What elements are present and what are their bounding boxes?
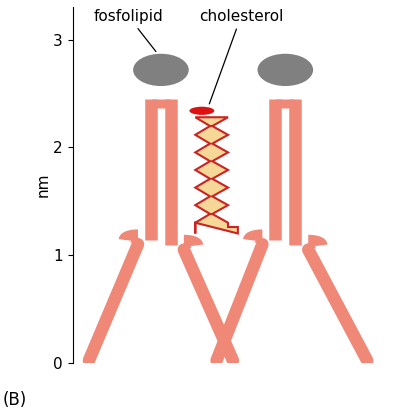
Text: cholesterol: cholesterol <box>199 9 283 104</box>
Text: (B): (B) <box>3 391 27 409</box>
Ellipse shape <box>133 54 189 86</box>
Circle shape <box>189 107 214 115</box>
Polygon shape <box>195 117 238 233</box>
Y-axis label: nm: nm <box>35 173 50 197</box>
Text: fosfolipid: fosfolipid <box>93 9 163 52</box>
Ellipse shape <box>258 54 313 86</box>
